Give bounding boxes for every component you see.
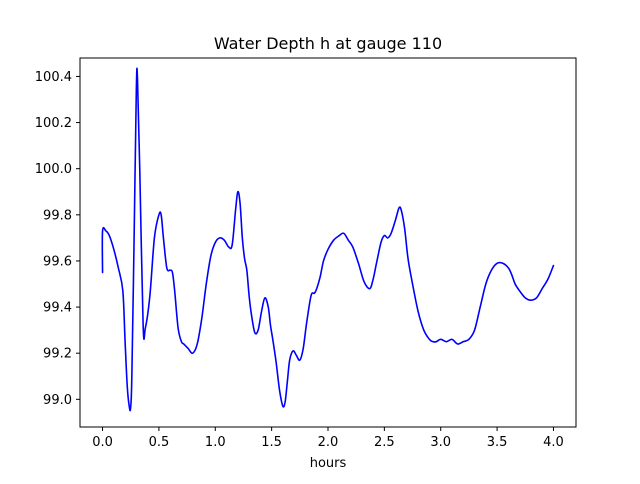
x-tick-label: 2.0 xyxy=(318,435,339,450)
x-tick-label: 3.0 xyxy=(430,435,451,450)
y-tick-label: 99.4 xyxy=(43,301,72,316)
series-line xyxy=(101,67,555,412)
y-tick-label: 100.2 xyxy=(35,116,72,131)
y-tick-label: 100.4 xyxy=(35,70,72,85)
y-tick-label: 99.2 xyxy=(43,347,72,362)
x-tick-label: 0.0 xyxy=(92,435,113,450)
x-tick-label: 4.0 xyxy=(543,435,564,450)
x-tick-label: 3.5 xyxy=(487,435,508,450)
y-tick-label: 99.0 xyxy=(43,393,72,408)
x-tick-label: 1.5 xyxy=(261,435,282,450)
y-tick-label: 100.0 xyxy=(35,162,72,177)
y-tick-label: 99.6 xyxy=(43,254,72,269)
x-axis-ticks: 0.0 0.5 1.0 1.5 2.0 2.5 3.0 3.5 4.0 xyxy=(92,427,564,450)
x-tick-label: 2.5 xyxy=(374,435,395,450)
plot-frame xyxy=(79,57,577,428)
x-tick-label: 0.5 xyxy=(149,435,170,450)
x-tick-label: 1.0 xyxy=(205,435,226,450)
y-tick-label: 99.8 xyxy=(43,208,72,223)
y-axis-ticks: 99.0 99.2 99.4 99.6 99.8 100.0 100.2 100.4 xyxy=(35,70,80,408)
x-axis-label: hours xyxy=(310,456,347,471)
chart-title: Water Depth h at gauge 110 xyxy=(214,34,442,53)
